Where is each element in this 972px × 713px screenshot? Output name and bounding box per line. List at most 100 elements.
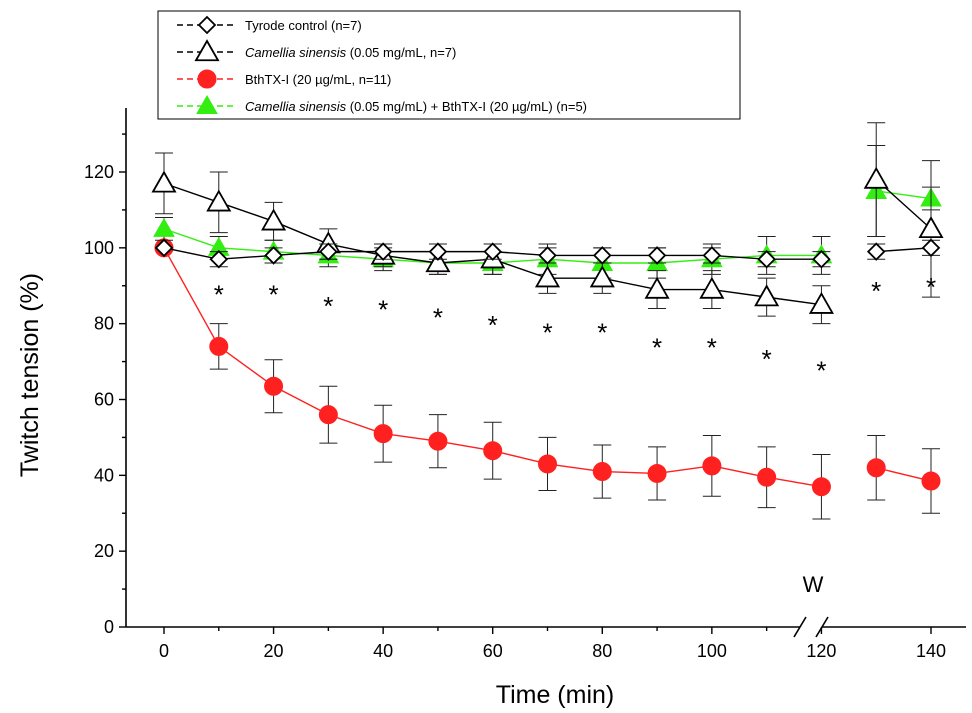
data-point <box>209 336 229 356</box>
legend-label-part: BthTX-I (20 µg/mL, n=11) <box>245 72 391 87</box>
data-point <box>153 217 175 237</box>
data-point <box>373 242 393 261</box>
data-point <box>702 456 722 476</box>
data-point <box>812 249 831 269</box>
axis-break-label: W <box>803 572 824 597</box>
data-point <box>483 441 503 461</box>
data-point <box>197 69 217 89</box>
legend-label-part: Camellia sinensis <box>245 45 347 60</box>
legend-label: Camellia sinensis (0.05 mg/mL) + BthTX-I… <box>245 99 587 114</box>
y-tick-label: 20 <box>94 541 114 561</box>
legend-label: BthTX-I (20 µg/mL, n=11) <box>245 72 391 87</box>
data-point <box>206 189 232 212</box>
data-point <box>918 216 944 239</box>
legend-label: Camellia sinensis (0.05 mg/mL, n=7) <box>245 45 456 60</box>
data-point <box>644 276 670 299</box>
data-point <box>318 405 338 425</box>
data-point <box>866 458 886 478</box>
legend-label-part: (0.05 mg/mL) + BthTX-I (20 µg/mL) (n=5) <box>346 99 587 114</box>
y-axis-title: Twitch tension (%) <box>16 273 44 477</box>
data-point <box>151 170 177 193</box>
data-point <box>702 246 722 265</box>
data-point <box>921 238 941 258</box>
y-tick-label: 120 <box>84 162 114 182</box>
y-tick-label: 80 <box>94 314 114 334</box>
significance-asterisk: * <box>323 291 333 321</box>
legend-label: Tyrode control (n=7) <box>245 18 362 33</box>
data-point <box>428 431 448 451</box>
legend-label-part: (0.05 mg/mL, n=7) <box>346 45 456 60</box>
data-point <box>589 265 615 288</box>
significance-asterisk: * <box>597 317 607 347</box>
data-point <box>757 467 777 487</box>
data-point <box>194 39 220 62</box>
series-2 <box>154 238 941 520</box>
series-0 <box>154 238 941 269</box>
series-line <box>876 247 932 253</box>
legend-box <box>157 10 741 120</box>
data-point <box>811 477 831 497</box>
x-tick-label: 20 <box>264 641 284 661</box>
data-point <box>538 246 557 265</box>
y-tick-label: 0 <box>104 617 114 637</box>
y-tick-label: 100 <box>84 238 114 258</box>
data-point <box>483 242 502 261</box>
data-point <box>373 424 393 444</box>
data-point <box>647 463 667 483</box>
y-tick-label: 40 <box>94 465 114 485</box>
significance-asterisk: * <box>871 276 881 306</box>
data-point <box>754 284 780 307</box>
significance-asterisk: * <box>433 302 443 332</box>
x-tick-label: 0 <box>159 641 169 661</box>
data-point <box>757 249 776 269</box>
data-point <box>264 376 284 396</box>
significance-asterisk: * <box>488 310 498 340</box>
x-axis-title: Time (min) <box>496 681 615 709</box>
data-point <box>264 246 283 265</box>
data-point <box>593 246 612 265</box>
data-point <box>196 94 218 114</box>
data-point <box>863 166 889 189</box>
data-point <box>921 471 941 491</box>
annotation-layer: * * * * * * * * * * * * * * <box>214 272 936 385</box>
data-point <box>808 291 834 314</box>
data-point <box>197 15 217 35</box>
x-tick-label: 60 <box>483 641 503 661</box>
significance-asterisk: * <box>707 333 717 363</box>
legend-label-part: Tyrode control (n=7) <box>245 18 362 33</box>
x-tick-label: 40 <box>373 641 393 661</box>
axis-break-mark-1 <box>793 616 807 638</box>
data-point <box>428 242 448 261</box>
data-point <box>538 454 557 474</box>
x-tick-label: 140 <box>916 641 946 661</box>
x-tick-label: 120 <box>806 641 836 661</box>
legend-label-part: Camellia sinensis <box>245 99 347 114</box>
axes: W 0 20 40 60 80 100 120 0 20 40 60 80 100 120 140 <box>84 108 966 661</box>
significance-asterisk: * <box>762 344 772 374</box>
data-point <box>261 208 287 231</box>
significance-asterisk: * <box>816 355 826 385</box>
y-tick-label: 60 <box>94 390 114 410</box>
data-point <box>425 250 451 273</box>
data-point <box>209 249 229 269</box>
x-tick-label: 100 <box>697 641 727 661</box>
significance-asterisk: * <box>269 280 279 310</box>
significance-asterisk: * <box>378 295 388 325</box>
significance-asterisk: * <box>542 317 552 347</box>
significance-asterisk: * <box>214 280 224 310</box>
series-layer <box>151 122 944 520</box>
significance-asterisk: * <box>652 333 662 363</box>
data-point <box>699 276 725 299</box>
legend: Tyrode control (n=7) Camellia sinensis (0… <box>157 10 741 120</box>
data-point <box>319 242 338 261</box>
x-tick-label: 80 <box>592 641 612 661</box>
significance-asterisk: * <box>926 272 936 302</box>
data-point <box>866 242 886 261</box>
data-point <box>154 238 174 258</box>
data-point <box>647 246 667 265</box>
data-point <box>592 462 612 482</box>
series-line <box>876 190 932 200</box>
data-point <box>534 265 561 288</box>
